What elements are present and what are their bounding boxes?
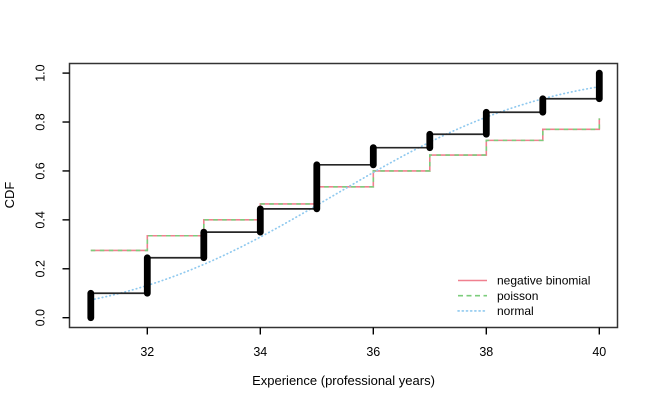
poisson-line [90,118,601,252]
y-tick-label: 0.0 [33,309,47,326]
x-tick-label: 32 [140,345,154,359]
negative-binomial-line [90,118,601,252]
legend-label: poisson [497,289,538,303]
legend-row: negative binomial [458,274,590,288]
y-tick-label: 0.6 [33,162,47,179]
legend-label: negative binomial [497,274,590,288]
negative-binomial-series [90,118,601,252]
x-tick-label: 38 [479,345,493,359]
y-tick-label: 0.4 [33,211,47,228]
x-tick-label: 36 [366,345,380,359]
x-tick-label: 40 [592,345,606,359]
y-axis: 0.0 0.2 0.4 0.6 0.8 1.0 [33,64,70,326]
x-axis: 32 34 36 38 40 [140,327,606,359]
y-axis-title: CDF [2,182,17,209]
plot-border [68,62,619,329]
empirical-cdf-series [87,69,603,322]
y-tick-label: 0.8 [33,113,47,130]
normal-series [89,85,601,301]
legend-row: poisson [458,289,538,303]
y-tick-label: 0.2 [33,260,47,277]
x-tick-label: 34 [253,345,267,359]
y-tick-label: 1.0 [33,64,47,81]
normal-curve [89,85,601,301]
poisson-series [90,118,601,252]
legend-label: normal [497,304,534,318]
legend-row: normal [457,304,534,318]
plot-box [68,62,619,329]
x-axis-title: Experience (professional years) [252,373,435,388]
